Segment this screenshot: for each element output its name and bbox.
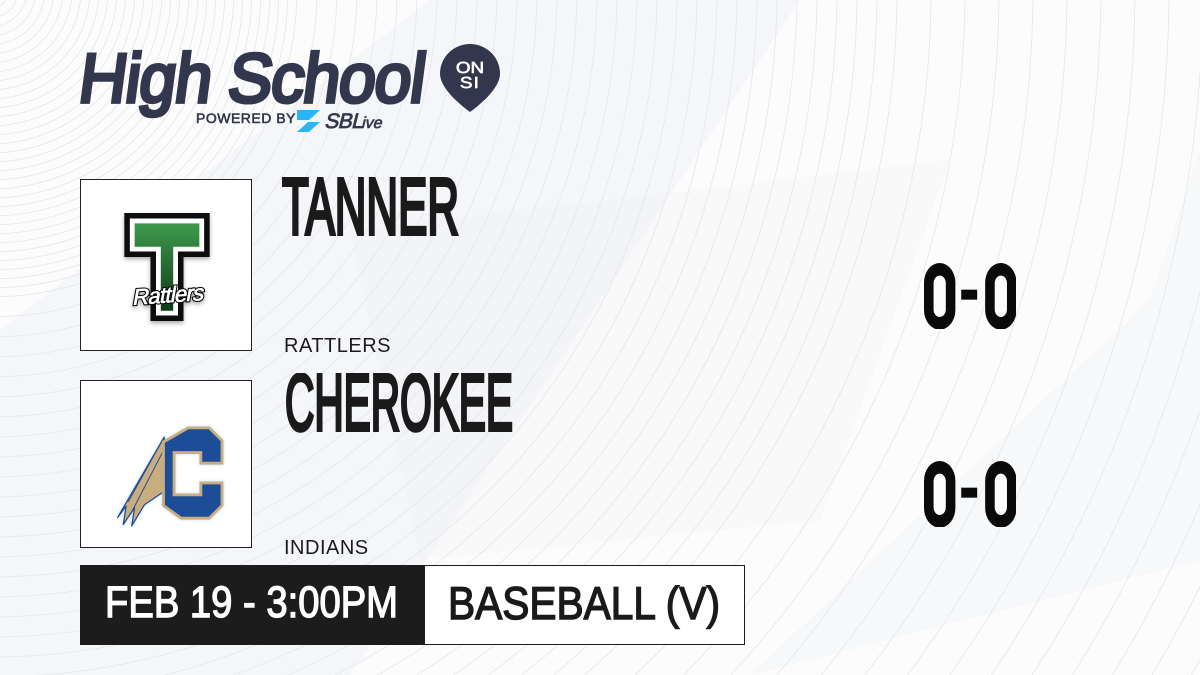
svg-text:CHEROKEE: CHEROKEE xyxy=(285,373,513,443)
svg-text:SBL: SBL xyxy=(324,110,363,132)
svg-text:Rattlers: Rattlers xyxy=(131,280,206,310)
svg-text:SI: SI xyxy=(460,75,480,92)
svg-text:FEB 19 - 3:00PM: FEB 19 - 3:00PM xyxy=(105,578,398,627)
svg-text:ive: ive xyxy=(361,115,384,132)
svg-text:BASEBALL (V): BASEBALL (V) xyxy=(448,577,720,630)
svg-text:TANNER: TANNER xyxy=(282,177,459,247)
